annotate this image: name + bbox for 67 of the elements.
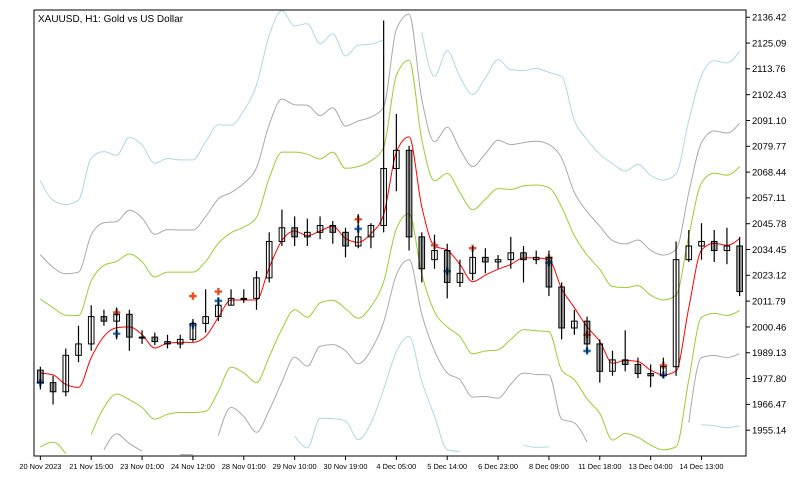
candlestick [532, 250, 540, 265]
line-series [40, 14, 740, 274]
candlestick [50, 375, 56, 406]
candlestick [176, 334, 184, 350]
candlestick [228, 288, 234, 306]
candlestick [202, 288, 209, 334]
y-tick-label: 2136.42 [752, 12, 786, 24]
candlestick [88, 304, 95, 352]
candlestick [724, 227, 730, 265]
candlestick [304, 218, 311, 247]
candlestick [736, 236, 743, 297]
candlestick [62, 348, 70, 397]
y-tick-label: 2113.76 [752, 64, 786, 76]
candlestick [672, 240, 680, 376]
y-tick-label: 1977.80 [752, 374, 786, 385]
candlestick [380, 20, 387, 233]
candlestick [571, 309, 578, 336]
candlestick [456, 259, 464, 288]
candlestick [393, 113, 400, 192]
y-tick-label: 2079.77 [752, 142, 786, 153]
candlestick [164, 334, 171, 350]
candlestick [138, 330, 146, 345]
candlestick [75, 325, 82, 363]
candlestick [100, 309, 108, 326]
candlestick [482, 248, 489, 274]
candlestick [494, 254, 502, 270]
candlestick [520, 245, 527, 284]
candlestick [418, 232, 426, 284]
point [214, 288, 222, 296]
y-tick-label: 2068.44 [752, 167, 786, 178]
y-tick-label: 2023.12 [752, 270, 786, 282]
y-tick-label: 2045.78 [752, 219, 786, 230]
candlestick [698, 222, 705, 260]
y-tick-label: 2125.09 [752, 38, 786, 50]
candlestick [329, 220, 336, 244]
candlestick [647, 364, 654, 388]
y-tick-label: 1966.47 [752, 400, 786, 411]
candlestick [240, 288, 248, 304]
line-series [40, 60, 740, 316]
y-tick-label: 2011.79 [752, 296, 786, 308]
candlestick [710, 229, 718, 263]
candlestick [368, 222, 374, 249]
y-tick-label: 2091.10 [752, 116, 786, 127]
candlestick [342, 227, 349, 258]
candlestick [622, 330, 629, 372]
candlestick [507, 236, 514, 270]
candlestick [291, 216, 298, 247]
y-tick-label: 2102.43 [752, 90, 786, 101]
y-tick-label: 2034.45 [752, 244, 786, 256]
candlestick [266, 232, 273, 284]
y-tick-label: 2057.11 [752, 193, 786, 204]
y-tick-label: 1989.13 [752, 348, 786, 360]
candlestick [316, 216, 324, 240]
candlestick [278, 208, 286, 247]
y-tick-label: 1955.14 [752, 425, 786, 436]
candlestick [151, 332, 158, 346]
candlestick [609, 350, 616, 376]
point [189, 292, 197, 300]
candlestick [596, 338, 604, 384]
candlestick [406, 145, 412, 252]
chart-title: XAUUSD, H1: Gold vs US Dollar [38, 14, 184, 25]
candlestick [253, 270, 260, 310]
y-tick-label: 2000.46 [752, 322, 786, 334]
candlestick [558, 282, 565, 340]
candlestick [685, 229, 692, 263]
candlestick [126, 309, 133, 352]
candlestick [634, 357, 642, 379]
